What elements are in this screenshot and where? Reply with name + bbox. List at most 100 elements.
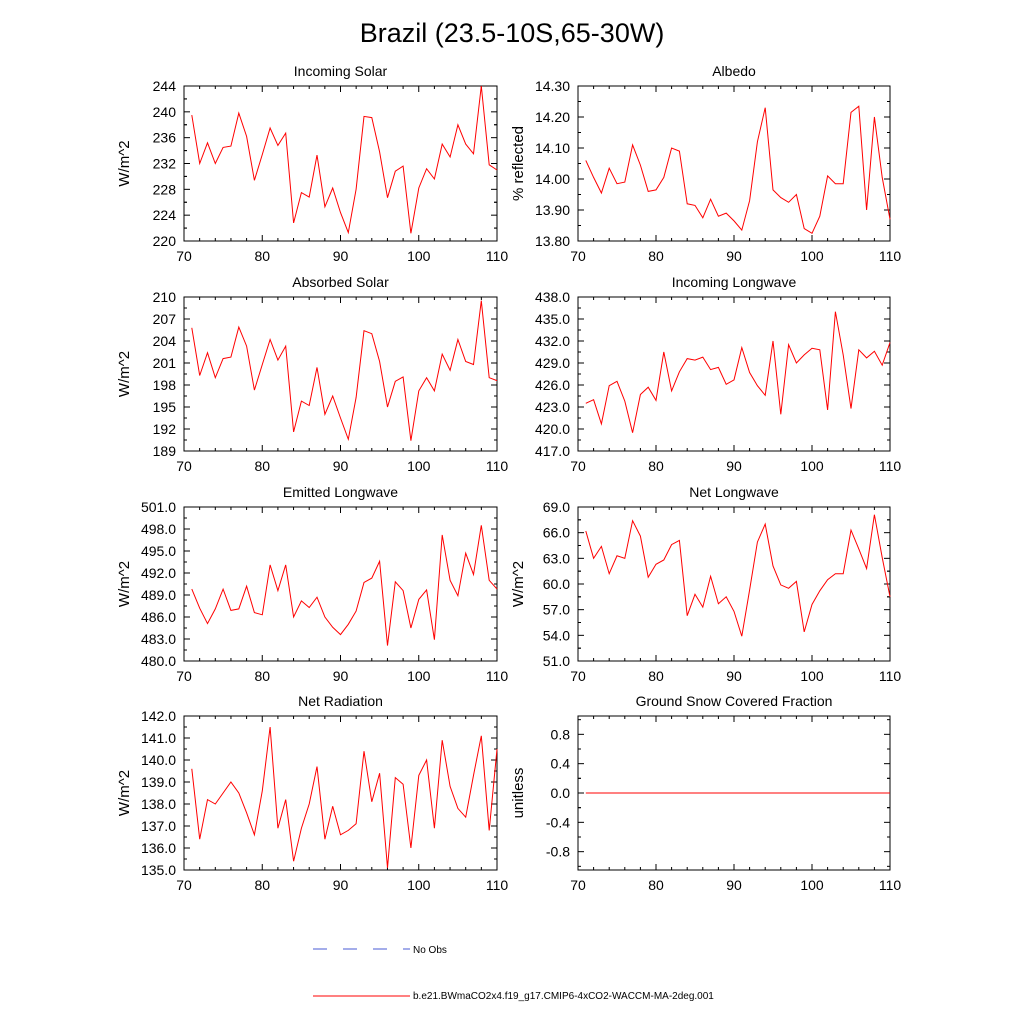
plot-frame bbox=[577, 506, 891, 662]
x-tick-label: 70 bbox=[176, 668, 192, 684]
y-tick-label: 501.0 bbox=[141, 499, 176, 515]
y-tick-label: 0.8 bbox=[551, 726, 571, 742]
y-tick-label: 192 bbox=[153, 421, 177, 437]
x-tick-label: 70 bbox=[176, 877, 192, 893]
y-axis-label: W/m^2 bbox=[116, 561, 133, 607]
y-tick-label: 69.0 bbox=[543, 499, 570, 515]
plot-frame bbox=[183, 296, 498, 452]
x-tick-label: 100 bbox=[407, 458, 431, 474]
plot-frame bbox=[577, 296, 891, 452]
x-tick-label: 80 bbox=[254, 248, 270, 264]
x-tick-label: 80 bbox=[254, 668, 270, 684]
y-tick-label: 198 bbox=[153, 377, 177, 393]
x-tick-label: 100 bbox=[800, 458, 824, 474]
y-tick-label: 495.0 bbox=[141, 543, 176, 559]
y-tick-label: 14.30 bbox=[535, 78, 570, 94]
x-tick-label: 100 bbox=[407, 668, 431, 684]
y-tick-label: 14.10 bbox=[535, 140, 570, 156]
series-line bbox=[191, 726, 498, 868]
x-tick-label: 80 bbox=[648, 877, 664, 893]
x-tick-label: 90 bbox=[726, 248, 742, 264]
y-tick-label: 14.20 bbox=[535, 109, 570, 125]
x-tick-label: 90 bbox=[726, 458, 742, 474]
x-tick-label: 90 bbox=[333, 668, 349, 684]
x-tick-label: 90 bbox=[333, 458, 349, 474]
y-tick-label: 201 bbox=[153, 355, 177, 371]
y-tick-label: 240 bbox=[153, 104, 177, 120]
x-tick-label: 110 bbox=[879, 248, 902, 264]
x-tick-label: 90 bbox=[333, 248, 349, 264]
y-tick-label: 426.0 bbox=[535, 377, 570, 393]
x-tick-label: 100 bbox=[800, 877, 824, 893]
panel-4: Incoming Longwave 70 80 90 100 110 417.0 420.0 4… bbox=[535, 274, 901, 474]
x-tick-label: 70 bbox=[176, 248, 192, 264]
y-tick-label: 498.0 bbox=[141, 521, 176, 537]
y-axis-label: % reflected bbox=[510, 126, 527, 201]
y-tick-label: 13.80 bbox=[535, 233, 570, 249]
y-tick-label: 244 bbox=[153, 78, 177, 94]
x-tick-label: 70 bbox=[570, 668, 586, 684]
x-tick-label: 90 bbox=[726, 668, 742, 684]
x-tick-label: 100 bbox=[800, 248, 824, 264]
x-tick-label: 80 bbox=[648, 458, 664, 474]
panel-3: Absorbed Solar W/m^2 70 80 90 100 110 189 192 195… bbox=[116, 274, 508, 474]
y-tick-label: 60.0 bbox=[543, 576, 570, 592]
y-tick-label: 435.0 bbox=[535, 311, 570, 327]
x-tick-label: 110 bbox=[486, 877, 509, 893]
y-tick-label: 57.0 bbox=[543, 602, 570, 618]
panel-1: Incoming Solar W/m^2 70 80 90 100 110 220 224 228… bbox=[116, 63, 508, 264]
x-tick-label: 100 bbox=[407, 248, 431, 264]
x-tick-label: 110 bbox=[879, 668, 902, 684]
y-axis-label: W/m^2 bbox=[510, 561, 527, 607]
x-tick-label: 70 bbox=[176, 458, 192, 474]
series-line bbox=[191, 300, 498, 442]
y-tick-label: 420.0 bbox=[535, 421, 570, 437]
figure-title: Brazil (23.5-10S,65-30W) bbox=[360, 18, 665, 48]
y-tick-label: 139.0 bbox=[141, 774, 176, 790]
series-line bbox=[585, 311, 891, 433]
y-tick-label: 228 bbox=[153, 181, 177, 197]
y-tick-label: 236 bbox=[153, 130, 177, 146]
y-tick-label: 232 bbox=[153, 156, 177, 172]
y-axis-label: W/m^2 bbox=[116, 140, 133, 186]
panel-7: Net Radiation W/m^2 70 80 90 100 110 135.0 136.0… bbox=[116, 693, 508, 893]
x-tick-label: 70 bbox=[570, 458, 586, 474]
x-tick-label: 110 bbox=[879, 458, 902, 474]
y-tick-label: 137.0 bbox=[141, 818, 176, 834]
x-tick-label: 90 bbox=[726, 877, 742, 893]
x-tick-label: 90 bbox=[333, 877, 349, 893]
plot-frame bbox=[577, 85, 891, 242]
x-tick-label: 110 bbox=[879, 877, 902, 893]
panel-5: Emitted Longwave W/m^2 70 80 90 100 110 480.0 48… bbox=[116, 484, 508, 684]
y-axis-label: unitless bbox=[510, 768, 527, 819]
x-tick-label: 80 bbox=[254, 458, 270, 474]
y-tick-label: 486.0 bbox=[141, 609, 176, 625]
panel-8: Ground Snow Covered Fraction unitless 70 80… bbox=[510, 693, 901, 893]
y-tick-label: 195 bbox=[153, 399, 177, 415]
y-axis-label: W/m^2 bbox=[116, 351, 133, 397]
x-tick-label: 80 bbox=[648, 668, 664, 684]
x-tick-label: 110 bbox=[486, 668, 509, 684]
panel-title: Net Longwave bbox=[689, 484, 779, 500]
y-tick-label: 204 bbox=[153, 333, 177, 349]
y-tick-label: 0.0 bbox=[551, 785, 571, 801]
y-tick-label: 489.0 bbox=[141, 587, 176, 603]
plot-frame bbox=[183, 85, 498, 242]
y-tick-label: 417.0 bbox=[535, 443, 570, 459]
y-tick-label: 66.0 bbox=[543, 525, 570, 541]
y-tick-label: 135.0 bbox=[141, 862, 176, 878]
x-tick-label: 110 bbox=[486, 458, 509, 474]
legend-no-obs-label: No Obs bbox=[413, 945, 447, 956]
y-tick-label: 189 bbox=[153, 443, 177, 459]
panel-title: Ground Snow Covered Fraction bbox=[636, 693, 833, 709]
x-tick-label: 70 bbox=[570, 248, 586, 264]
plot-frame bbox=[183, 715, 498, 871]
y-tick-label: 136.0 bbox=[141, 840, 176, 856]
y-tick-label: 483.0 bbox=[141, 631, 176, 647]
x-tick-label: 80 bbox=[648, 248, 664, 264]
y-tick-label: 141.0 bbox=[141, 730, 176, 746]
series-line bbox=[585, 105, 891, 235]
y-tick-label: 432.0 bbox=[535, 333, 570, 349]
x-tick-label: 80 bbox=[254, 877, 270, 893]
